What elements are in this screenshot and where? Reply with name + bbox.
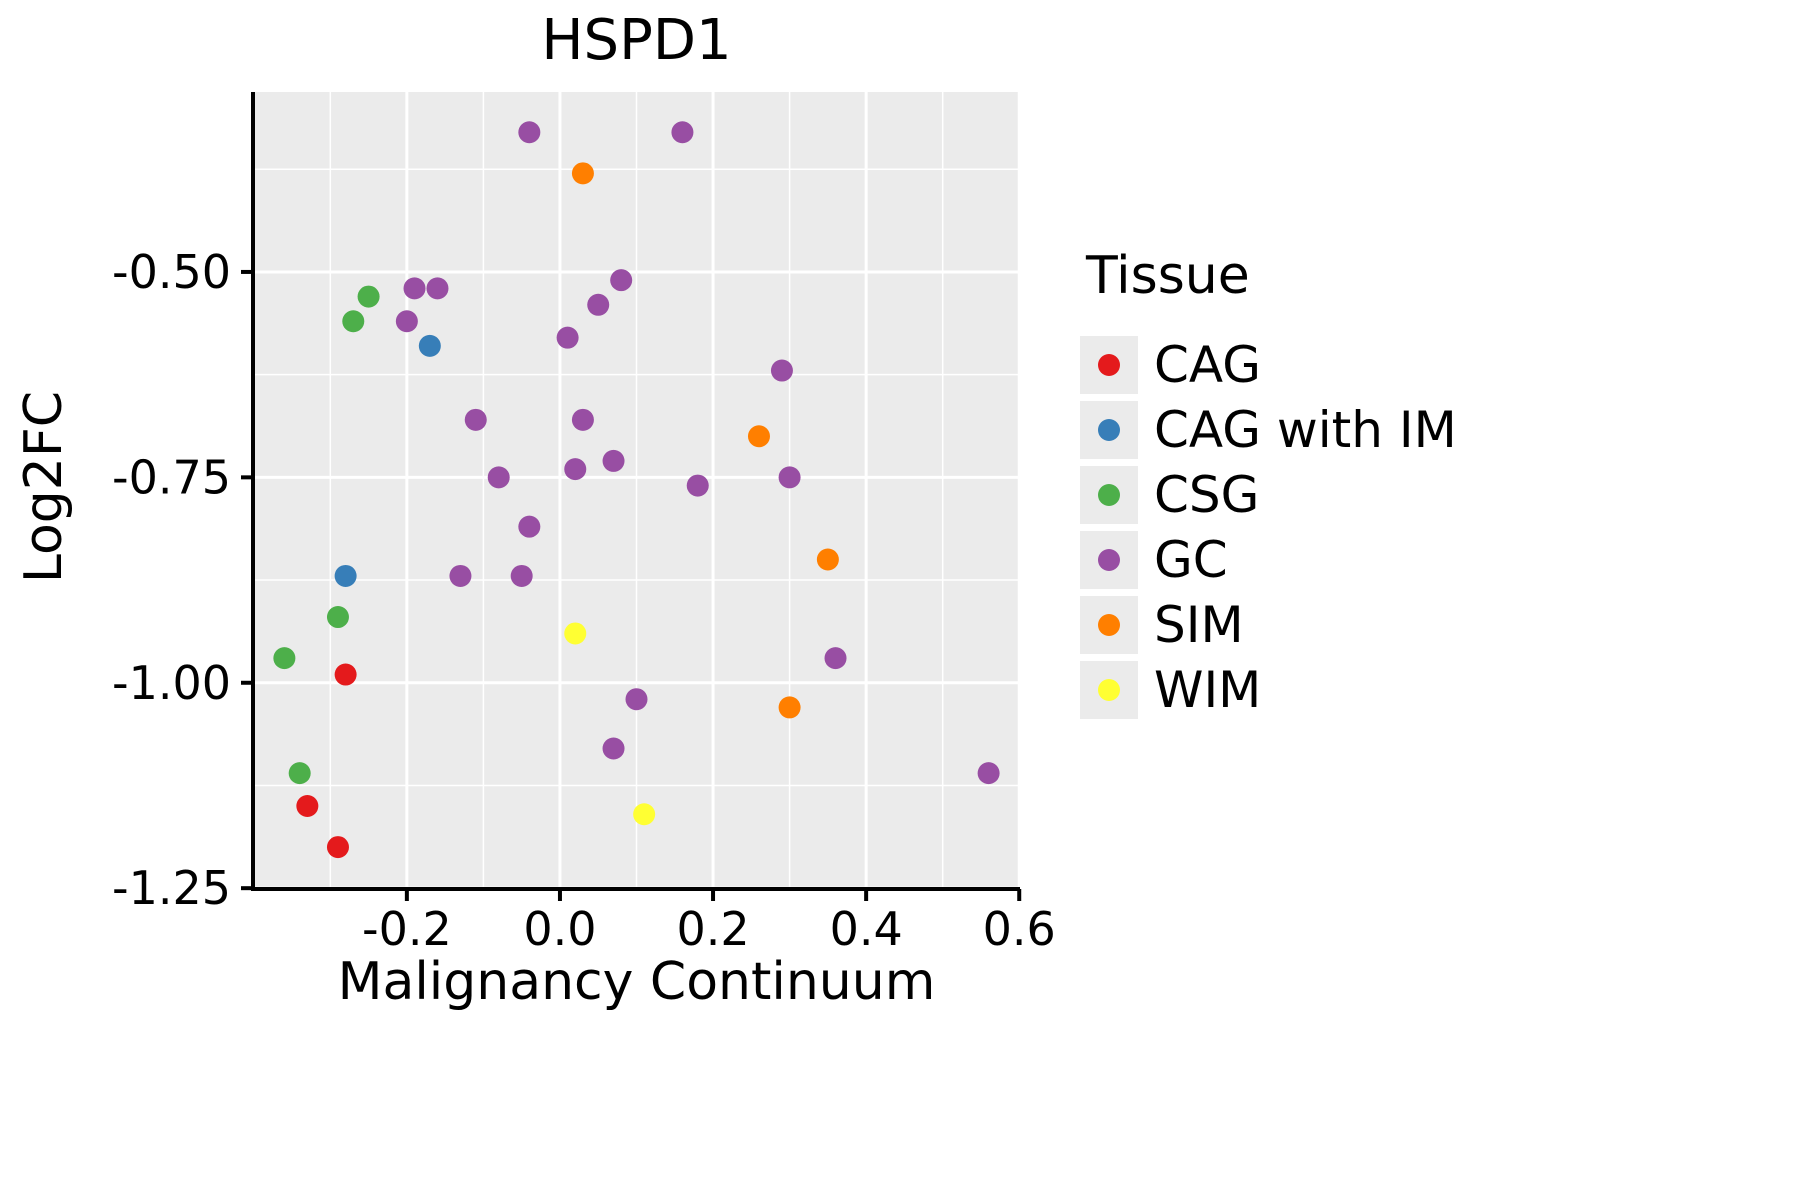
data-point-gc xyxy=(778,466,801,489)
x-tick-label: 0.2 xyxy=(676,902,749,956)
data-point-gc xyxy=(686,474,709,497)
legend: Tissue CAG CAG with IM CSG GC SIM WIM xyxy=(1080,246,1457,722)
data-point-gc xyxy=(395,310,418,333)
legend-item-label: CAG xyxy=(1154,335,1261,394)
y-tick-label: -1.00 xyxy=(112,656,231,710)
legend-item-label: CSG xyxy=(1154,465,1260,524)
data-point-sim xyxy=(571,162,594,185)
y-tick-label: -1.25 xyxy=(112,861,231,915)
data-point-gc xyxy=(518,121,541,144)
legend-key-swatch xyxy=(1080,335,1138,394)
data-point-wim xyxy=(564,622,587,645)
y-tick-label: -0.50 xyxy=(112,245,231,299)
data-point-gc xyxy=(610,269,633,292)
data-point-csg xyxy=(326,606,349,629)
data-point-csg xyxy=(288,762,311,785)
data-point-csg xyxy=(273,647,296,670)
data-point-gc xyxy=(602,449,625,472)
data-point-gc xyxy=(403,277,426,300)
data-point-gc xyxy=(487,466,510,489)
legend-item-wim: WIM xyxy=(1080,657,1457,722)
data-point-gc xyxy=(518,515,541,538)
data-point-gc xyxy=(770,359,793,382)
data-point-gc xyxy=(510,564,533,587)
data-point-csg xyxy=(342,310,365,333)
data-point-gc xyxy=(564,458,587,481)
data-point-sim xyxy=(747,425,770,448)
data-point-cag-with-im xyxy=(418,334,441,357)
data-point-cag xyxy=(326,836,349,859)
legend-dot-cag xyxy=(1098,353,1120,376)
legend-title: Tissue xyxy=(1086,246,1250,306)
data-point-gc xyxy=(426,277,449,300)
data-point-gc xyxy=(587,293,610,316)
legend-item-csg: CSG xyxy=(1080,462,1457,527)
legend-dot-cag-with-im xyxy=(1098,418,1120,441)
legend-key-swatch xyxy=(1080,400,1138,459)
data-point-sim xyxy=(816,548,839,571)
x-tick-label: -0.2 xyxy=(362,902,452,956)
legend-items: CAG CAG with IM CSG GC SIM WIM xyxy=(1080,332,1457,722)
data-point-gc xyxy=(977,762,1000,785)
data-point-wim xyxy=(633,803,656,826)
data-point-csg xyxy=(357,285,380,308)
chart-title: HSPD1 xyxy=(541,8,732,73)
legend-dot-wim xyxy=(1098,678,1120,701)
legend-item-label: SIM xyxy=(1154,595,1244,654)
legend-item-sim: SIM xyxy=(1080,592,1457,657)
data-point-cag-with-im xyxy=(334,564,357,587)
data-point-gc xyxy=(571,408,594,431)
legend-dot-gc xyxy=(1098,548,1120,571)
x-axis-label: Malignancy Continuum xyxy=(337,952,936,1012)
legend-item-cag: CAG xyxy=(1080,332,1457,397)
data-point-gc xyxy=(671,121,694,144)
legend-item-cag-with-im: CAG with IM xyxy=(1080,397,1457,462)
data-point-gc xyxy=(824,647,847,670)
legend-item-label: CAG with IM xyxy=(1154,400,1457,459)
legend-key-swatch xyxy=(1080,530,1138,589)
data-point-gc xyxy=(556,326,579,349)
x-tick-label: 0.0 xyxy=(523,902,596,956)
legend-item-label: WIM xyxy=(1154,660,1262,719)
y-axis-label: Log2FC xyxy=(14,390,74,584)
legend-key-swatch xyxy=(1080,595,1138,654)
legend-item-label: GC xyxy=(1154,530,1228,589)
data-point-gc xyxy=(464,408,487,431)
legend-dot-csg xyxy=(1098,483,1120,506)
data-point-cag xyxy=(334,663,357,686)
data-point-gc xyxy=(602,737,625,760)
data-point-gc xyxy=(449,564,472,587)
x-tick-label: 0.4 xyxy=(830,902,903,956)
data-point-sim xyxy=(778,696,801,719)
legend-dot-sim xyxy=(1098,613,1120,636)
legend-key-swatch xyxy=(1080,660,1138,719)
data-point-cag xyxy=(296,795,319,818)
data-point-gc xyxy=(625,688,648,711)
x-tick-label: 0.6 xyxy=(983,902,1056,956)
legend-key-swatch xyxy=(1080,465,1138,524)
legend-item-gc: GC xyxy=(1080,527,1457,592)
y-tick-label: -0.75 xyxy=(112,450,231,504)
